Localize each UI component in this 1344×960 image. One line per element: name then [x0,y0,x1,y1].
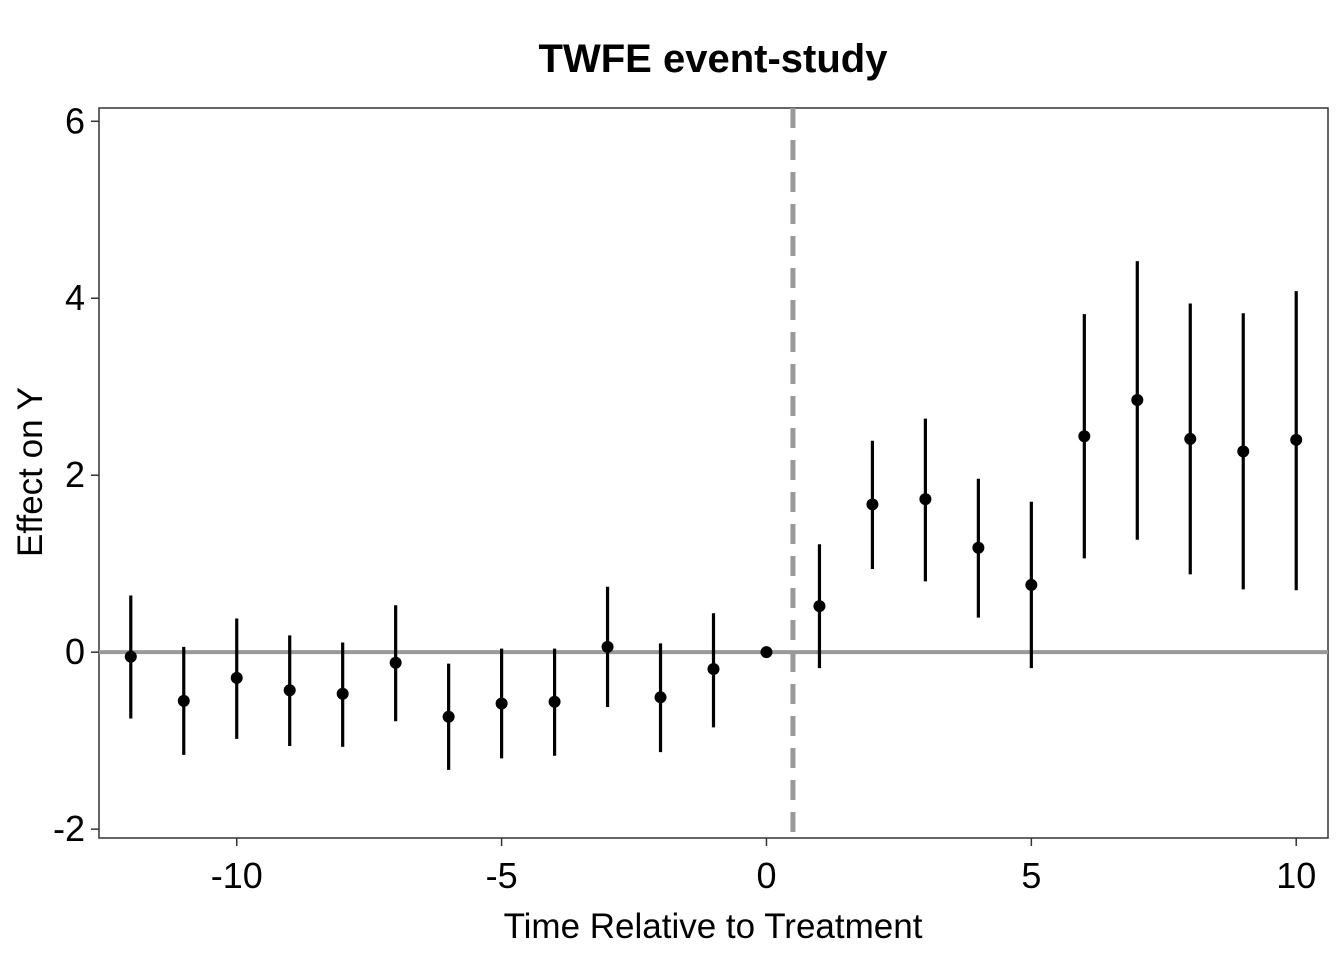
y-tick-label-1: 0 [65,631,85,672]
point-estimate-1 [177,694,190,707]
y-axis: -2 0 2 4 6 [53,100,99,849]
x-axis: -10 -5 0 5 10 [211,838,1316,896]
y-tick-label-0: -2 [53,808,85,849]
point-estimate-9 [601,640,614,653]
x-tick-label-1: -5 [486,855,518,896]
plot-area [98,107,1329,839]
point-estimate-0 [124,650,137,663]
point-estimate-12 [760,646,773,659]
y-tick-label-2: 2 [65,454,85,495]
point-estimate-14 [866,498,879,511]
point-estimate-18 [1078,430,1091,443]
x-tick-label-2: 0 [756,855,776,896]
point-estimate-2 [230,671,243,684]
point-estimate-4 [336,687,349,700]
point-estimate-16 [972,541,985,554]
point-estimate-6 [442,710,455,723]
y-tick-label-3: 4 [65,277,85,318]
x-tick-label-0: -10 [211,855,263,896]
point-estimate-10 [654,691,667,704]
point-estimate-8 [548,695,561,708]
point-estimate-5 [389,656,402,669]
x-tick-label-4: 10 [1276,855,1316,896]
point-estimate-11 [707,662,720,675]
panel-border [98,107,1329,839]
point-estimate-22 [1290,433,1303,446]
point-estimate-13 [813,600,826,613]
point-estimate-19 [1131,394,1144,406]
point-estimate-20 [1184,432,1197,445]
y-tick-label-4: 6 [65,100,85,141]
x-tick-label-3: 5 [1021,855,1041,896]
point-estimate-21 [1237,445,1250,458]
point-estimate-17 [1025,578,1038,591]
point-estimate-3 [283,684,296,697]
point-estimate-7 [495,697,508,710]
point-estimate-15 [919,493,932,506]
chart-title: TWFE event-study [539,37,889,81]
y-axis-label: Effect on Y [11,387,50,557]
x-axis-label: Time Relative to Treatment [504,907,923,946]
